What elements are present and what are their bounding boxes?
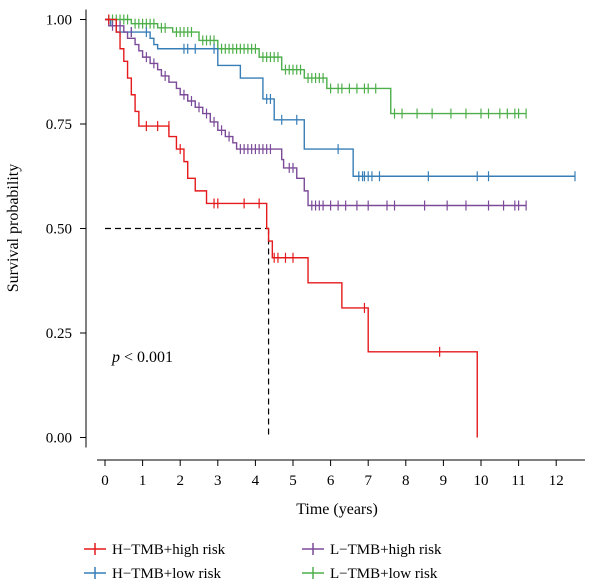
x-tick-label: 12 (549, 473, 564, 489)
y-tick-label: 0.25 (46, 326, 72, 342)
y-axis-title: Survival probability (5, 164, 22, 292)
legend: H−TMB+high risk L−TMB+high risk H−TMB+low … (84, 542, 442, 582)
survival-curve (105, 18, 478, 438)
x-tick-label: 0 (101, 473, 109, 489)
y-tick-label: 0.75 (46, 117, 72, 133)
x-axis-title: Time (years) (296, 501, 378, 518)
y-tick-label: 0.50 (46, 222, 72, 238)
survival-curve (105, 18, 527, 115)
x-tick-label: 6 (327, 473, 335, 489)
legend-label: H−TMB+low risk (112, 566, 222, 582)
x-tick-label: 2 (176, 473, 184, 489)
y-tick-label: 0.00 (46, 431, 72, 447)
p-value-text: < 0.001 (120, 349, 173, 366)
x-tick-label: 11 (511, 473, 525, 489)
series-2 (105, 18, 527, 211)
y-tick-label: 1.00 (46, 13, 72, 29)
series-1 (105, 18, 576, 182)
x-tick-label: 8 (402, 473, 410, 489)
legend-label: L−TMB+low risk (330, 566, 438, 582)
legend-item: H−TMB+high risk (84, 542, 226, 558)
series-3 (105, 14, 527, 119)
x-tick-label: 5 (289, 473, 297, 489)
legend-label: H−TMB+high risk (112, 542, 226, 558)
legend-label: L−TMB+high risk (330, 542, 442, 558)
x-tick-label: 3 (214, 473, 222, 489)
survival-curve (105, 18, 527, 207)
series-0 (105, 14, 478, 438)
y-ticks: 0.00 0.25 0.50 0.75 1.00 (46, 13, 86, 447)
x-tick-label: 1 (139, 473, 147, 489)
p-symbol: p (111, 349, 120, 366)
series-layer (105, 14, 576, 438)
x-ticks: 0 1 2 3 4 5 6 7 8 9 10 11 12 (101, 460, 564, 489)
legend-item: L−TMB+high risk (302, 542, 442, 558)
x-tick-label: 10 (474, 473, 489, 489)
legend-item: L−TMB+low risk (302, 566, 438, 582)
p-value-annotation: p < 0.001 (111, 349, 173, 366)
legend-item: H−TMB+low risk (84, 566, 222, 582)
median-reference-lines (105, 227, 270, 438)
x-tick-label: 9 (440, 473, 448, 489)
survival-curve (105, 18, 575, 177)
axes: 0.000.250.500.751.00 0 1 2 3 4 5 6 7 8 9 10 11 12 Su… (5, 9, 585, 518)
x-tick-label: 4 (252, 473, 260, 489)
x-tick-label: 7 (364, 473, 372, 489)
